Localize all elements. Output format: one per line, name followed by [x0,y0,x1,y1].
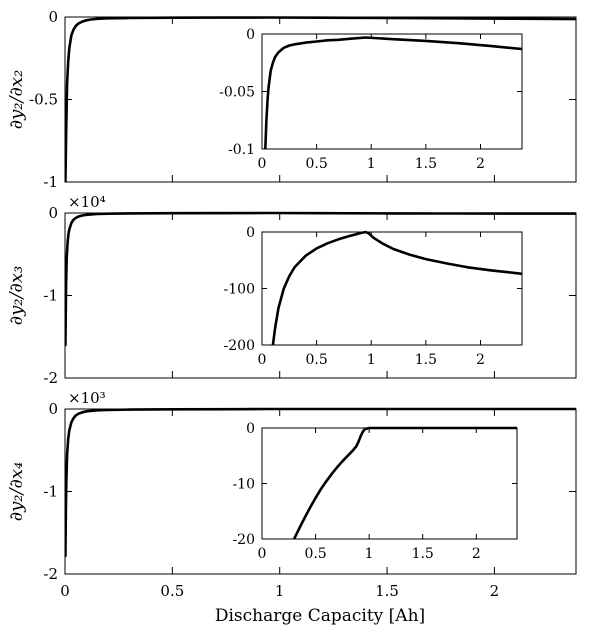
subplot-2-series-line [65,211,576,347]
inset-2-series-line [271,230,522,345]
subplot-3-xtick-label: 0 [60,582,70,600]
inset-1-ytick-label: -0.05 [219,85,255,101]
inset-1-xtick-label: 0.5 [305,156,327,172]
subplot-3-ytick-label: 0 [48,400,58,418]
subplot-3-xtick-label: 0.5 [160,582,184,600]
subplot-1-series-line [65,16,576,182]
inset-1-ytick-label: -0.1 [228,142,255,158]
inset-2-xtick-label: 0.5 [305,352,327,368]
inset-3-xtick-label: 1 [365,546,374,562]
subplot-2: -2 -1 0 ×10⁴ ∂y₂/∂x₃ 0 0.5 1 1.5 2 -200 -100 0 [6,193,577,387]
subplot-1-ytick-label: 0 [48,8,58,26]
subplot-2-exponent: ×10⁴ [68,193,106,211]
subplot-2-ytick-label: -1 [43,287,58,305]
subplot-2-ylabel: ∂y₂/∂x₃ [6,266,27,325]
subplot-3-series-line [65,407,576,558]
inset-1-background [262,34,522,149]
subplot-3-xtick-label: 1 [275,582,285,600]
subplot-3-ytick-label: -2 [43,565,58,583]
subplot-3-ytick-label: -1 [43,483,58,501]
subplot-1: -1 -0.5 0 ∂y₂/∂x₂ 0 0.5 1 1.5 2 -0.1 -0.05 0 [6,8,577,191]
inset-3-series-line [292,426,517,539]
inset-3-ytick-label: 0 [246,421,255,437]
inset-2-ytick-label: 0 [246,225,255,241]
inset-2-xtick-label: 2 [476,352,485,368]
subplot-1-ytick-label: -0.5 [29,91,58,109]
inset-3-ytick-label: -20 [232,532,255,548]
inset-2-xtick-label: 0 [258,352,267,368]
inset-2-ytick-label: -100 [224,282,255,298]
xlabel: Discharge Capacity [Ah] [215,606,425,626]
inset-2-ytick-label: -200 [224,338,255,354]
subplot-2-ytick-label: -2 [43,369,58,387]
inset-3-xtick-label: 2 [472,546,481,562]
inset-1-xtick-label: 1.5 [415,156,437,172]
inset-2-xtick-label: 1 [367,352,376,368]
subplot-1-ylabel: ∂y₂/∂x₂ [6,70,27,129]
inset-1-xtick-label: 1 [367,156,376,172]
inset-2-background [262,232,522,345]
inset-3-xtick-label: 1.5 [412,546,434,562]
inset-1-series-line [264,36,522,149]
subplot-3: 0 0.5 1 1.5 2-2-10×10³∂y₂/∂x₄0 0.5 1 1.5 2-20-10… [6,389,577,600]
subplot-3-xtick-label: 1.5 [375,582,399,600]
subplot-3-exponent: ×10³ [68,389,106,407]
inset-1: 0 0.5 1 1.5 2 -0.1 -0.05 0 [219,27,523,172]
inset-3: 0 0.5 1 1.5 2 -20 -10 0 [232,421,518,562]
inset-1-xtick-label: 2 [476,156,485,172]
inset-1-ytick-label: 0 [246,27,255,43]
inset-3-xtick-label: 0.5 [304,546,326,562]
subplot-1-ytick-label: -1 [43,173,58,191]
inset-3-background [262,428,517,539]
inset-3-ytick-label: -10 [232,477,255,493]
subplot-2-ytick-label: 0 [48,204,58,222]
subplot-3-xtick-label: 2 [490,582,500,600]
inset-1-xtick-label: 0 [258,156,267,172]
inset-2: 0 0.5 1 1.5 2 -200 -100 0 [224,225,523,368]
subplot-3-ylabel: ∂y₂/∂x₄ [6,462,27,521]
inset-3-xtick-label: 0 [258,546,267,562]
inset-2-xtick-label: 1.5 [415,352,437,368]
